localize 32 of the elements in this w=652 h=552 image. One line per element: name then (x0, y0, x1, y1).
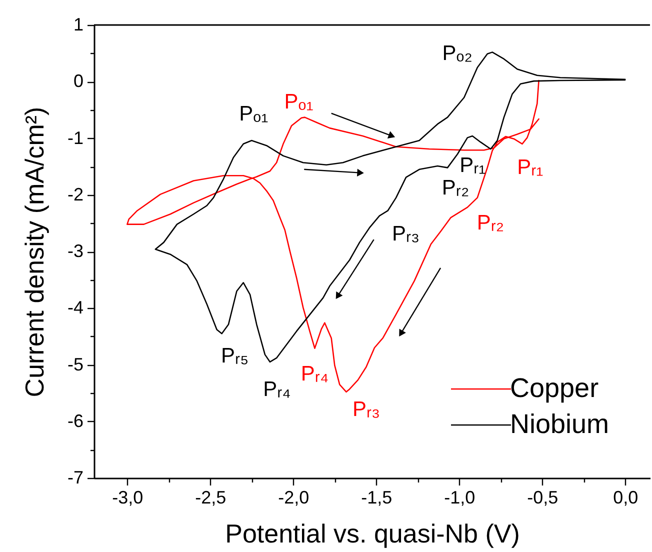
y-axis-title: Current density (mA/cm²) (19, 106, 50, 398)
annotation: Pᵣ₄ (300, 362, 329, 386)
x-axis-title: Potential vs. quasi-Nb (V) (225, 518, 520, 548)
x-tick-label: 0,0 (613, 488, 638, 508)
annotation: Pᵣ₁ (517, 156, 544, 179)
legend-label: Copper (510, 373, 599, 403)
x-tick-label: -3,0 (112, 488, 144, 508)
annotation: Pᵣ₄ (263, 378, 291, 401)
x-tick-label: -0,5 (527, 488, 558, 508)
x-tick-label: -1,5 (361, 488, 392, 508)
y-tick-label: -5 (67, 354, 84, 374)
x-tick-label: -1,0 (444, 488, 476, 508)
annotation: Pᵣ₂ (476, 211, 504, 234)
annotation: Pᵣ₁ (460, 154, 486, 178)
annotation: Pᵣ₃ (392, 222, 420, 246)
x-tick-label: -2,0 (278, 488, 310, 508)
y-tick-label: -2 (67, 184, 84, 204)
y-tick-label: -4 (67, 298, 84, 318)
annotation: Pₒ₁ (284, 90, 314, 114)
annotation: Pᵣ₅ (221, 344, 249, 368)
y-tick-label: -6 (67, 410, 84, 431)
annotation: Pₒ₂ (442, 42, 472, 66)
annotation: Pₒ₁ (239, 102, 268, 126)
y-tick-label: -1 (67, 128, 84, 148)
x-tick-label: -2,5 (195, 488, 226, 508)
y-tick-label: 1 (73, 14, 84, 34)
y-tick-label: 0 (73, 71, 84, 92)
y-tick-label: -7 (67, 468, 84, 488)
legend-label: Niobium (510, 409, 610, 439)
annotation: Pᵣ₃ (352, 398, 380, 421)
y-tick-label: -3 (67, 241, 84, 261)
annotation: Pᵣ₂ (442, 176, 470, 200)
